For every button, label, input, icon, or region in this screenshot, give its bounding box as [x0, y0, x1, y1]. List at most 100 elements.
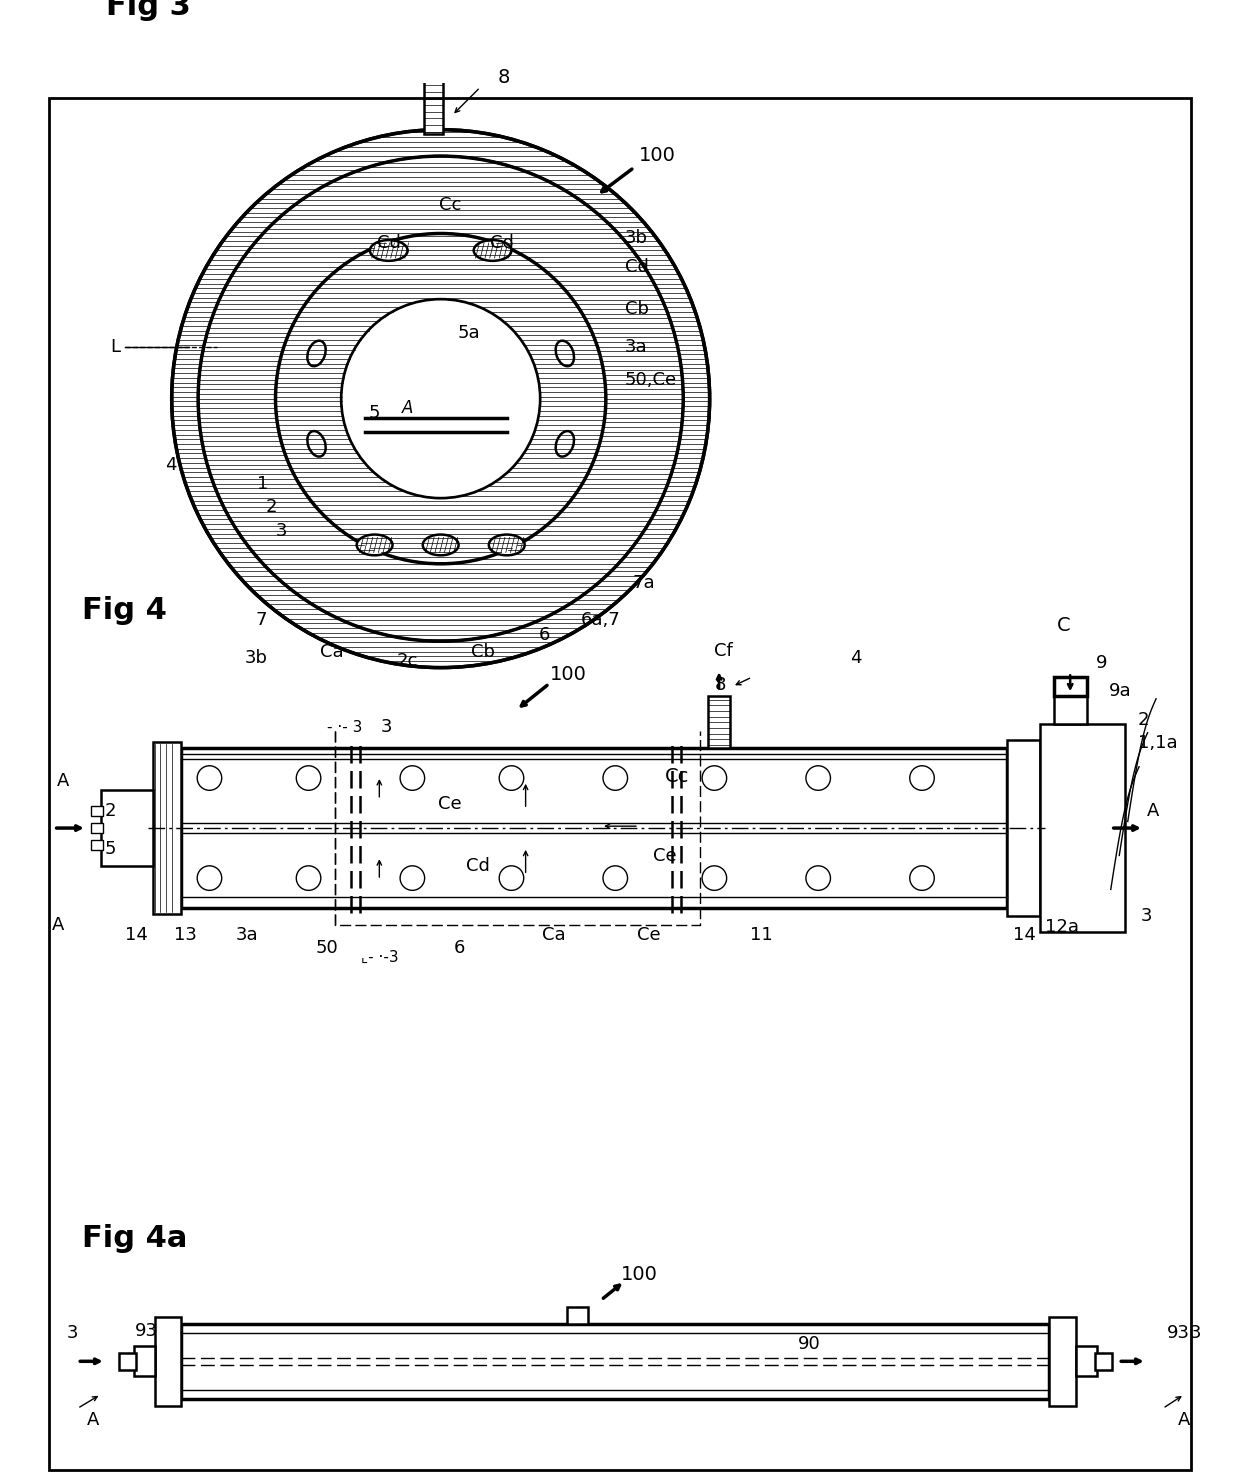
Text: 7a: 7a [632, 574, 655, 592]
Text: 3: 3 [1141, 907, 1152, 925]
Ellipse shape [556, 341, 574, 367]
Ellipse shape [489, 534, 525, 555]
Text: 7: 7 [255, 611, 267, 629]
Text: Cf: Cf [714, 641, 733, 659]
Bar [1076, 1346, 1096, 1376]
Bar [92, 840, 103, 850]
Text: Cd: Cd [377, 234, 401, 252]
Circle shape [702, 766, 727, 791]
Text: A: A [57, 772, 69, 789]
Bar [155, 1316, 181, 1405]
Text: 1,1a: 1,1a [1138, 735, 1178, 752]
Circle shape [342, 300, 539, 497]
Text: 6a,7: 6a,7 [582, 611, 621, 629]
Bar [119, 1353, 136, 1370]
Text: C: C [1056, 616, 1070, 635]
Bar [1007, 741, 1040, 916]
Text: Cb: Cb [625, 300, 649, 318]
Text: 3: 3 [1190, 1324, 1202, 1342]
Text: 1: 1 [257, 475, 268, 493]
Circle shape [603, 766, 627, 791]
Circle shape [197, 766, 222, 791]
Ellipse shape [370, 240, 408, 261]
Text: 93: 93 [1167, 1324, 1190, 1342]
Text: Ca: Ca [320, 643, 343, 660]
Text: 3b: 3b [625, 229, 647, 248]
Text: Ce: Ce [653, 847, 677, 865]
Text: 3b: 3b [246, 649, 268, 668]
Text: 3a: 3a [236, 926, 258, 944]
Text: 8: 8 [497, 68, 510, 88]
Bar [181, 1324, 1049, 1399]
Bar [708, 696, 730, 748]
Text: 8: 8 [714, 675, 725, 693]
Circle shape [806, 865, 831, 890]
Text: 100: 100 [620, 1264, 657, 1284]
Bar [567, 1306, 588, 1324]
Text: 50: 50 [316, 939, 339, 957]
Ellipse shape [474, 240, 511, 261]
Text: 2: 2 [104, 801, 117, 821]
Text: A: A [52, 916, 64, 935]
Bar [181, 748, 1007, 908]
Circle shape [197, 865, 222, 890]
Bar [1049, 1316, 1076, 1405]
Text: 12a: 12a [1044, 919, 1079, 936]
Text: 5: 5 [104, 840, 117, 858]
Text: L: L [110, 338, 120, 356]
Ellipse shape [556, 430, 574, 457]
Text: 6: 6 [539, 626, 551, 644]
Wedge shape [171, 129, 709, 668]
Text: 9a: 9a [1109, 683, 1132, 700]
Text: Cf: Cf [423, 0, 444, 3]
Circle shape [910, 766, 934, 791]
Text: Ce: Ce [636, 926, 660, 944]
Text: Fig 4a: Fig 4a [82, 1224, 187, 1252]
Text: A: A [87, 1411, 99, 1429]
Text: Cd: Cd [625, 258, 649, 276]
Text: - ·- 3: - ·- 3 [326, 720, 362, 735]
Text: 11: 11 [750, 926, 773, 944]
Text: 2c: 2c [397, 651, 418, 669]
Text: 93: 93 [135, 1322, 157, 1340]
Text: Ce: Ce [438, 795, 463, 813]
Circle shape [806, 766, 831, 791]
Circle shape [910, 865, 934, 890]
Text: 3: 3 [67, 1324, 78, 1342]
Text: Cb: Cb [471, 643, 495, 660]
Circle shape [603, 865, 627, 890]
Text: 2: 2 [1138, 711, 1149, 729]
Circle shape [296, 766, 321, 791]
Bar [100, 791, 153, 865]
Text: 14: 14 [1013, 926, 1035, 944]
Text: 9: 9 [1096, 654, 1107, 672]
Bar [153, 742, 181, 914]
Text: 3: 3 [381, 718, 392, 736]
Text: 5: 5 [368, 404, 381, 421]
Text: Fig 4: Fig 4 [82, 597, 167, 625]
Text: A: A [1178, 1411, 1190, 1429]
Text: Cd: Cd [466, 856, 490, 876]
Bar [92, 806, 103, 816]
Text: A: A [1147, 801, 1159, 821]
Bar [1054, 696, 1087, 724]
Text: 100: 100 [640, 145, 676, 165]
Ellipse shape [423, 534, 459, 555]
Ellipse shape [357, 534, 393, 555]
Text: 2: 2 [267, 499, 278, 516]
Ellipse shape [308, 341, 326, 367]
Text: 6: 6 [454, 939, 465, 957]
Text: 5a: 5a [458, 324, 480, 341]
Text: ⌞- ·-3: ⌞- ·-3 [361, 950, 398, 965]
Circle shape [702, 865, 727, 890]
Text: 13: 13 [175, 926, 197, 944]
Text: 50,Ce: 50,Ce [625, 371, 677, 389]
Circle shape [401, 766, 424, 791]
Ellipse shape [308, 430, 326, 457]
Text: Cc: Cc [665, 767, 688, 785]
Text: 3a: 3a [625, 338, 647, 356]
Text: 14: 14 [125, 926, 149, 944]
Bar [1095, 1353, 1112, 1370]
Bar [92, 824, 103, 833]
Circle shape [296, 865, 321, 890]
